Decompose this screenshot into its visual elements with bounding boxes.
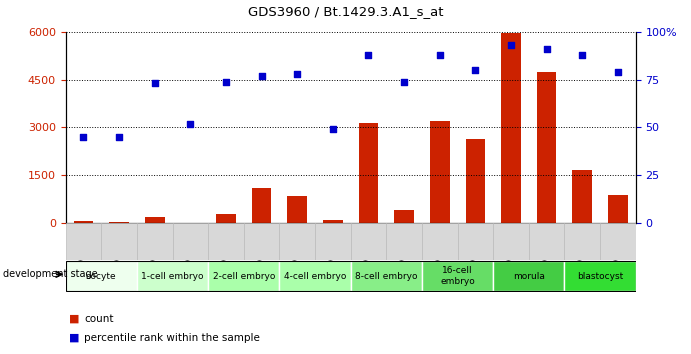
Point <box>363 52 374 58</box>
FancyBboxPatch shape <box>279 261 350 291</box>
Text: 4-cell embryo: 4-cell embryo <box>284 272 346 281</box>
Text: 1-cell embryo: 1-cell embryo <box>141 272 204 281</box>
FancyBboxPatch shape <box>457 223 493 260</box>
Bar <box>252 188 272 223</box>
Bar <box>572 171 592 223</box>
FancyBboxPatch shape <box>173 223 208 260</box>
FancyBboxPatch shape <box>386 223 422 260</box>
Text: count: count <box>84 314 114 324</box>
Text: development stage: development stage <box>3 269 98 279</box>
Point <box>434 52 445 58</box>
Point <box>256 73 267 79</box>
Text: 2-cell embryo: 2-cell embryo <box>213 272 275 281</box>
FancyBboxPatch shape <box>600 223 636 260</box>
Text: ■: ■ <box>69 314 79 324</box>
Text: ■: ■ <box>69 333 79 343</box>
Bar <box>466 139 485 223</box>
Point <box>470 67 481 73</box>
Point <box>541 46 552 52</box>
Point <box>184 121 196 126</box>
Bar <box>287 196 307 223</box>
Point <box>149 81 160 86</box>
FancyBboxPatch shape <box>565 223 600 260</box>
Text: blastocyst: blastocyst <box>577 272 623 281</box>
Bar <box>359 123 378 223</box>
Bar <box>395 210 414 223</box>
FancyBboxPatch shape <box>350 261 422 291</box>
FancyBboxPatch shape <box>493 261 565 291</box>
Point <box>399 79 410 84</box>
FancyBboxPatch shape <box>66 223 102 260</box>
FancyBboxPatch shape <box>279 223 315 260</box>
Point <box>78 134 89 140</box>
Bar <box>323 220 343 223</box>
Point <box>506 42 517 48</box>
FancyBboxPatch shape <box>315 223 350 260</box>
Text: GDS3960 / Bt.1429.3.A1_s_at: GDS3960 / Bt.1429.3.A1_s_at <box>248 5 443 18</box>
Point <box>292 71 303 77</box>
FancyBboxPatch shape <box>208 261 279 291</box>
FancyBboxPatch shape <box>565 261 636 291</box>
Bar <box>430 121 450 223</box>
Point <box>113 134 124 140</box>
Point <box>220 79 231 84</box>
Point <box>328 126 339 132</box>
FancyBboxPatch shape <box>422 261 493 291</box>
Text: 8-cell embryo: 8-cell embryo <box>355 272 417 281</box>
Bar <box>145 217 164 223</box>
Bar <box>109 222 129 223</box>
Text: morula: morula <box>513 272 545 281</box>
FancyBboxPatch shape <box>66 261 137 291</box>
FancyBboxPatch shape <box>422 223 457 260</box>
Point <box>612 69 623 75</box>
FancyBboxPatch shape <box>244 223 279 260</box>
Bar <box>537 72 556 223</box>
Bar <box>216 214 236 223</box>
Text: 16-cell
embryo: 16-cell embryo <box>440 267 475 286</box>
FancyBboxPatch shape <box>137 223 173 260</box>
FancyBboxPatch shape <box>350 223 386 260</box>
FancyBboxPatch shape <box>137 261 208 291</box>
Text: percentile rank within the sample: percentile rank within the sample <box>84 333 261 343</box>
FancyBboxPatch shape <box>529 223 565 260</box>
FancyBboxPatch shape <box>493 223 529 260</box>
Point <box>577 52 588 58</box>
Text: oocyte: oocyte <box>86 272 117 281</box>
Bar <box>608 195 627 223</box>
FancyBboxPatch shape <box>208 223 244 260</box>
FancyBboxPatch shape <box>102 223 137 260</box>
Bar <box>501 33 521 223</box>
Bar <box>74 222 93 223</box>
